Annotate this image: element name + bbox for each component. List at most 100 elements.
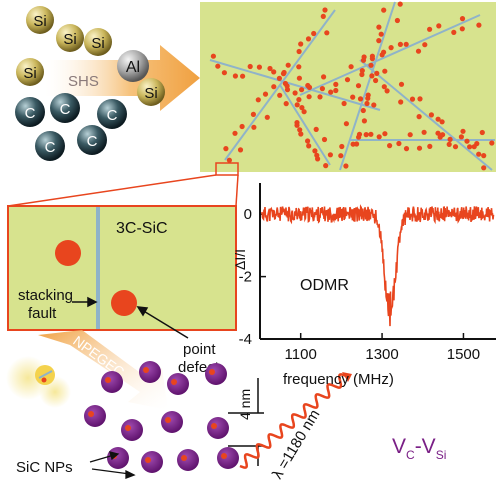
defect-dot [451, 29, 457, 35]
defect-dot [369, 73, 375, 79]
defect-dot [333, 81, 339, 87]
defect-dot [296, 75, 302, 81]
defect-dot [403, 41, 409, 47]
svg-text:C: C [87, 133, 98, 150]
defect-dot [301, 109, 307, 115]
defect-dot [397, 41, 403, 48]
defect-dot [341, 100, 347, 107]
svg-text:Si: Si [63, 31, 76, 48]
defect-dot [403, 146, 410, 152]
defect-dot [415, 48, 422, 54]
np-defect-dot [181, 455, 187, 461]
defect-dot [285, 62, 291, 68]
svg-text:Si: Si [91, 35, 104, 52]
defect-dot [427, 143, 433, 149]
defect-dot [306, 84, 313, 90]
defect-dot [435, 116, 441, 122]
defect-dot [271, 69, 277, 75]
defect-dot-large [111, 290, 137, 316]
defect-dot [376, 38, 382, 44]
fault-lines [209, 1, 495, 171]
defect-dot [264, 114, 270, 120]
defect-dot [356, 131, 363, 137]
defect-dot [427, 26, 433, 32]
defect-dot [436, 23, 442, 29]
defect-dot [339, 143, 345, 150]
defect-dot [251, 124, 257, 130]
defect-dot [223, 146, 229, 152]
defect-dot [384, 88, 390, 94]
defect-dot [247, 63, 253, 70]
si-atom: Si [56, 24, 84, 52]
defect-dot [305, 138, 311, 144]
defect-dot [371, 102, 377, 108]
odmr-chart: 1100 1300 1500 0 -2 -4 ODMR ΔI/I frequency (M… [232, 183, 496, 388]
svg-text:Si: Si [33, 13, 46, 30]
defect-dot [320, 13, 326, 19]
defect-dot [297, 127, 303, 133]
sic-nanoparticle [101, 371, 123, 393]
sic-nanoparticle [205, 363, 227, 385]
defect-dot [416, 114, 422, 120]
np-defect-dot [165, 417, 171, 423]
defect-dot [388, 45, 394, 51]
sic-nanoparticle [207, 417, 229, 439]
defect-dot [464, 138, 470, 144]
defect-dot [428, 112, 434, 118]
defect-dot [294, 122, 300, 128]
defect-dot [458, 134, 464, 140]
defect-dot [210, 53, 216, 59]
stacking-fault-label: stacking fault [18, 287, 73, 322]
svg-text:C: C [45, 139, 56, 156]
defect-dot [215, 63, 221, 69]
c-atoms: C C C C C [15, 93, 127, 161]
np-defect-dot [125, 425, 131, 431]
defect-dot [333, 87, 339, 94]
defect-dot [376, 24, 382, 30]
zoom-panel: 3C-SiC stacking fault [7, 205, 237, 331]
defect-dot [440, 132, 446, 138]
defect-dot [452, 144, 459, 150]
defect-dot [398, 81, 405, 87]
defect-dot [459, 16, 466, 22]
np-defect-dot [211, 423, 217, 429]
defect-dot [315, 156, 321, 162]
defect-dot [481, 165, 487, 171]
defect-dot [299, 105, 305, 111]
nanoparticles [84, 361, 239, 473]
defect-dot [323, 163, 329, 169]
y-tick-label: -4 [239, 331, 252, 348]
defect-dot [435, 130, 441, 136]
defect-dot [239, 123, 245, 130]
defect-dot [311, 30, 317, 37]
defect-dot [416, 145, 423, 151]
sic-nanoparticle [167, 373, 189, 395]
defect-dot [276, 75, 282, 81]
defect-dot [357, 96, 364, 102]
defect-dot [368, 62, 374, 68]
defect-dot [317, 94, 323, 100]
defect-dot [298, 131, 304, 137]
defect-dot [338, 153, 344, 159]
defect-dot [447, 136, 453, 142]
svg-text:C: C [107, 107, 118, 124]
emission-label: λ =1180 nm [269, 407, 324, 482]
defect-dot [381, 49, 387, 55]
defect-dot [396, 140, 402, 147]
defect-dot [382, 68, 388, 74]
defect-dot [361, 54, 367, 60]
defect-dot [363, 132, 369, 138]
defect-type-label: VC-VSi [392, 435, 446, 462]
defect-dot [460, 128, 466, 134]
defect-dot [359, 71, 365, 78]
sic-nanoparticle [84, 405, 106, 427]
defect-dot [459, 26, 465, 32]
defect-dot [319, 86, 325, 92]
c-atom: C [50, 93, 80, 123]
defect-dot [360, 107, 366, 114]
defect-dot [467, 144, 473, 150]
x-tick-label: 1500 [447, 346, 480, 363]
defect-dot [296, 48, 302, 55]
defect-dot [262, 91, 269, 97]
sic-nanoparticle [177, 449, 199, 471]
